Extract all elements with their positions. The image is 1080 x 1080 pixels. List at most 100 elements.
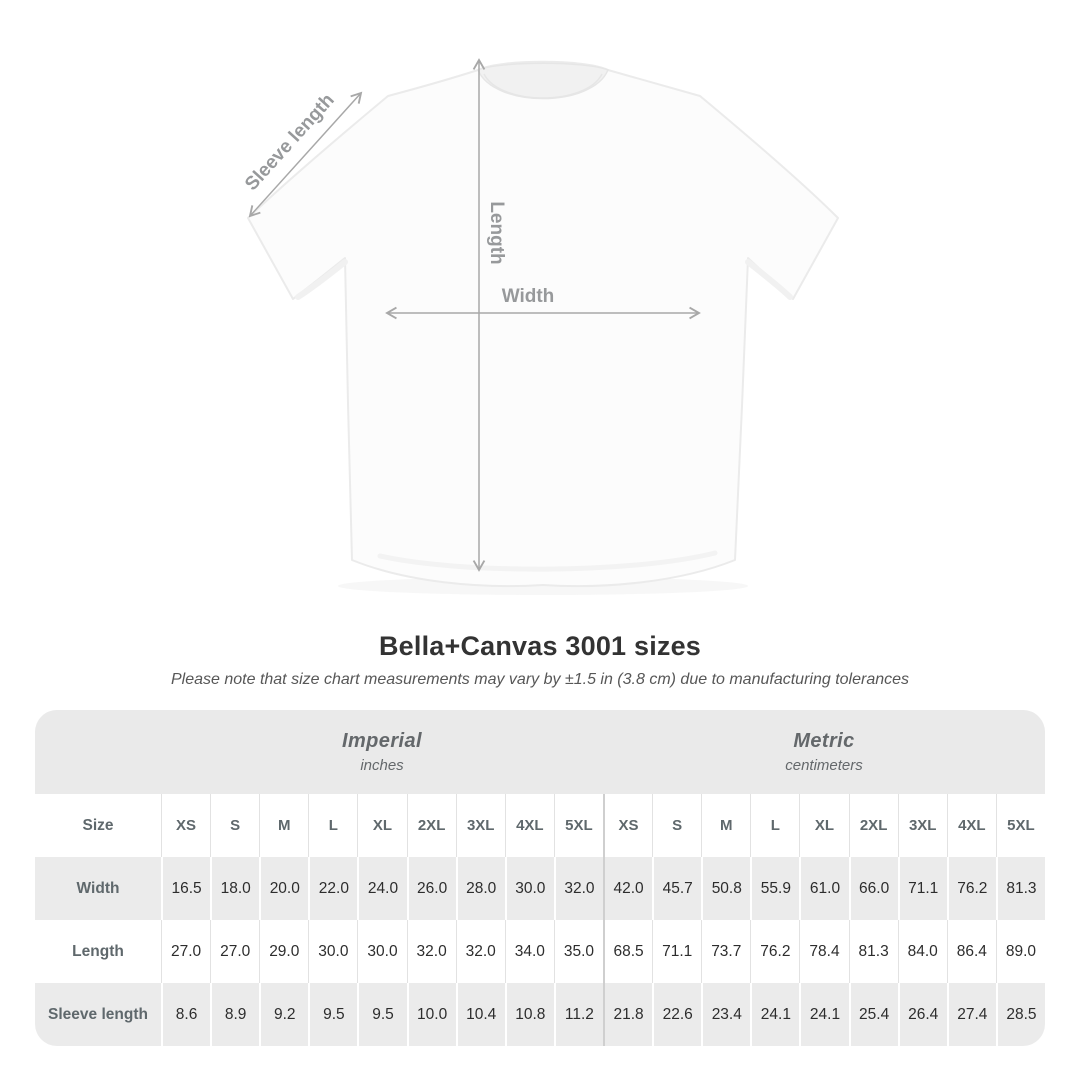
heading-block: Bella+Canvas 3001 sizes Please note that… [0, 631, 1080, 689]
imperial-unit: inches [360, 757, 404, 774]
length-label: Length [486, 201, 507, 264]
width-row: Width 16.5 18.0 20.0 22.0 24.0 26.0 28.0 30.0 32… [35, 857, 1045, 920]
metric-unit: centimeters [785, 757, 863, 774]
size-header-imperial-xl: XL [357, 794, 406, 857]
size-header-imperial-s: S [210, 794, 259, 857]
cell-metric-xs: 68.5 [602, 920, 652, 983]
size-column-header: Size [82, 816, 114, 834]
length-row: Length 27.0 27.0 29.0 30.0 30.0 32.0 32.0 34.0 3… [35, 920, 1045, 983]
imperial-title: Imperial [342, 730, 422, 752]
size-header-metric-m: M [701, 794, 750, 857]
sleeve-length-arrow [248, 91, 363, 218]
cell-imperial-m: 20.0 [259, 857, 308, 920]
cell-metric-xs: 42.0 [602, 857, 652, 920]
cell-imperial-m: 29.0 [259, 920, 308, 983]
cell-metric-3xl: 84.0 [897, 920, 947, 983]
cell-imperial-5xl: 35.0 [553, 920, 603, 983]
cell-imperial-3xl: 28.0 [455, 857, 505, 920]
tshirt-collar-rib [483, 73, 603, 99]
cell-imperial-l: 30.0 [308, 920, 357, 983]
cell-metric-m: 73.7 [701, 920, 750, 983]
cell-metric-xs: 21.8 [602, 983, 652, 1046]
cell-imperial-2xl: 32.0 [406, 920, 456, 983]
cell-imperial-4xl: 30.0 [504, 857, 554, 920]
cell-metric-s: 45.7 [652, 857, 701, 920]
size-header-imperial-m: M [259, 794, 308, 857]
size-header-metric-l: L [750, 794, 799, 857]
cell-metric-2xl: 81.3 [848, 920, 898, 983]
cell-imperial-3xl: 32.0 [455, 920, 505, 983]
cell-metric-4xl: 86.4 [946, 920, 996, 983]
cell-metric-l: 24.1 [750, 983, 799, 1046]
size-chart-table: Imperial inches Metric centimeters Size … [35, 710, 1045, 1046]
cell-metric-2xl: 66.0 [848, 857, 898, 920]
tolerance-note: Please note that size chart measurements… [170, 671, 910, 688]
cell-imperial-xs: 16.5 [161, 857, 210, 920]
tshirt-left-underarm-crease [295, 259, 348, 300]
cell-imperial-l: 9.5 [308, 983, 357, 1046]
cell-imperial-5xl: 11.2 [553, 983, 603, 1046]
size-header-imperial-5xl: 5XL [553, 794, 603, 857]
tshirt-hem-crease [377, 550, 718, 572]
cell-imperial-xl: 30.0 [357, 920, 406, 983]
cell-imperial-s: 18.0 [210, 857, 259, 920]
width-label: Width [502, 286, 555, 307]
size-header-imperial-2xl: 2XL [406, 794, 456, 857]
cell-metric-s: 71.1 [652, 920, 701, 983]
size-header-imperial-l: L [308, 794, 357, 857]
cell-metric-m: 50.8 [701, 857, 750, 920]
cell-metric-m: 23.4 [701, 983, 750, 1046]
band-spacer [35, 710, 161, 794]
cell-metric-5xl: 81.3 [995, 857, 1045, 920]
cell-metric-xl: 78.4 [799, 920, 848, 983]
tshirt-illustration [247, 60, 839, 595]
cell-metric-3xl: 26.4 [897, 983, 947, 1046]
cell-metric-3xl: 71.1 [897, 857, 947, 920]
cell-imperial-4xl: 34.0 [504, 920, 554, 983]
cell-imperial-xs: 8.6 [161, 983, 210, 1046]
cell-imperial-l: 22.0 [308, 857, 357, 920]
tshirt-neck-hole [477, 62, 609, 100]
sleeve-length-row-label: Sleeve length [48, 1005, 148, 1023]
cell-imperial-s: 27.0 [210, 920, 259, 983]
size-header-metric-5xl: 5XL [995, 794, 1045, 857]
size-header-metric-xl: XL [799, 794, 848, 857]
tshirt-svg: Length Width Sleeve length [241, 58, 839, 595]
cell-imperial-5xl: 32.0 [553, 857, 603, 920]
cell-imperial-3xl: 10.4 [455, 983, 505, 1046]
size-header-metric-s: S [652, 794, 701, 857]
size-header-imperial-xs: XS [161, 794, 210, 857]
size-header-imperial-3xl: 3XL [455, 794, 505, 857]
cell-metric-4xl: 76.2 [946, 857, 996, 920]
cell-imperial-4xl: 10.8 [504, 983, 554, 1046]
sleeve-length-row: Sleeve length 8.6 8.9 9.2 9.5 9.5 10.0 10.4 10.… [35, 983, 1045, 1046]
cell-metric-4xl: 27.4 [946, 983, 996, 1046]
cell-metric-5xl: 89.0 [995, 920, 1045, 983]
cell-metric-xl: 61.0 [799, 857, 848, 920]
cell-imperial-2xl: 10.0 [406, 983, 456, 1046]
cell-imperial-s: 8.9 [210, 983, 259, 1046]
cell-imperial-xl: 24.0 [357, 857, 406, 920]
imperial-header: Imperial inches [161, 710, 603, 794]
size-header-row: Size XS S M L XL 2XL 3XL 4XL 5XL XS S M L XL 2XL 3XL 4XL… [35, 794, 1045, 857]
cell-imperial-xs: 27.0 [161, 920, 210, 983]
tshirt-body [247, 60, 839, 588]
cell-metric-5xl: 28.5 [995, 983, 1045, 1046]
size-header-metric-2xl: 2XL [848, 794, 898, 857]
tshirt-measurement-diagram: Length Width Sleeve length [241, 58, 839, 595]
page-title: Bella+Canvas 3001 sizes [378, 631, 702, 661]
cell-metric-l: 76.2 [750, 920, 799, 983]
tshirt-right-underarm-crease [745, 259, 793, 300]
length-row-label: Length [72, 942, 124, 960]
size-header-metric-3xl: 3XL [897, 794, 947, 857]
size-header-metric-4xl: 4XL [946, 794, 996, 857]
cell-metric-2xl: 25.4 [848, 983, 898, 1046]
cell-metric-s: 22.6 [652, 983, 701, 1046]
unit-header-band: Imperial inches Metric centimeters [35, 710, 1045, 794]
cell-imperial-2xl: 26.0 [406, 857, 456, 920]
cell-imperial-m: 9.2 [259, 983, 308, 1046]
cell-metric-l: 55.9 [750, 857, 799, 920]
size-header-imperial-4xl: 4XL [504, 794, 554, 857]
cell-imperial-xl: 9.5 [357, 983, 406, 1046]
width-row-label: Width [76, 879, 120, 897]
